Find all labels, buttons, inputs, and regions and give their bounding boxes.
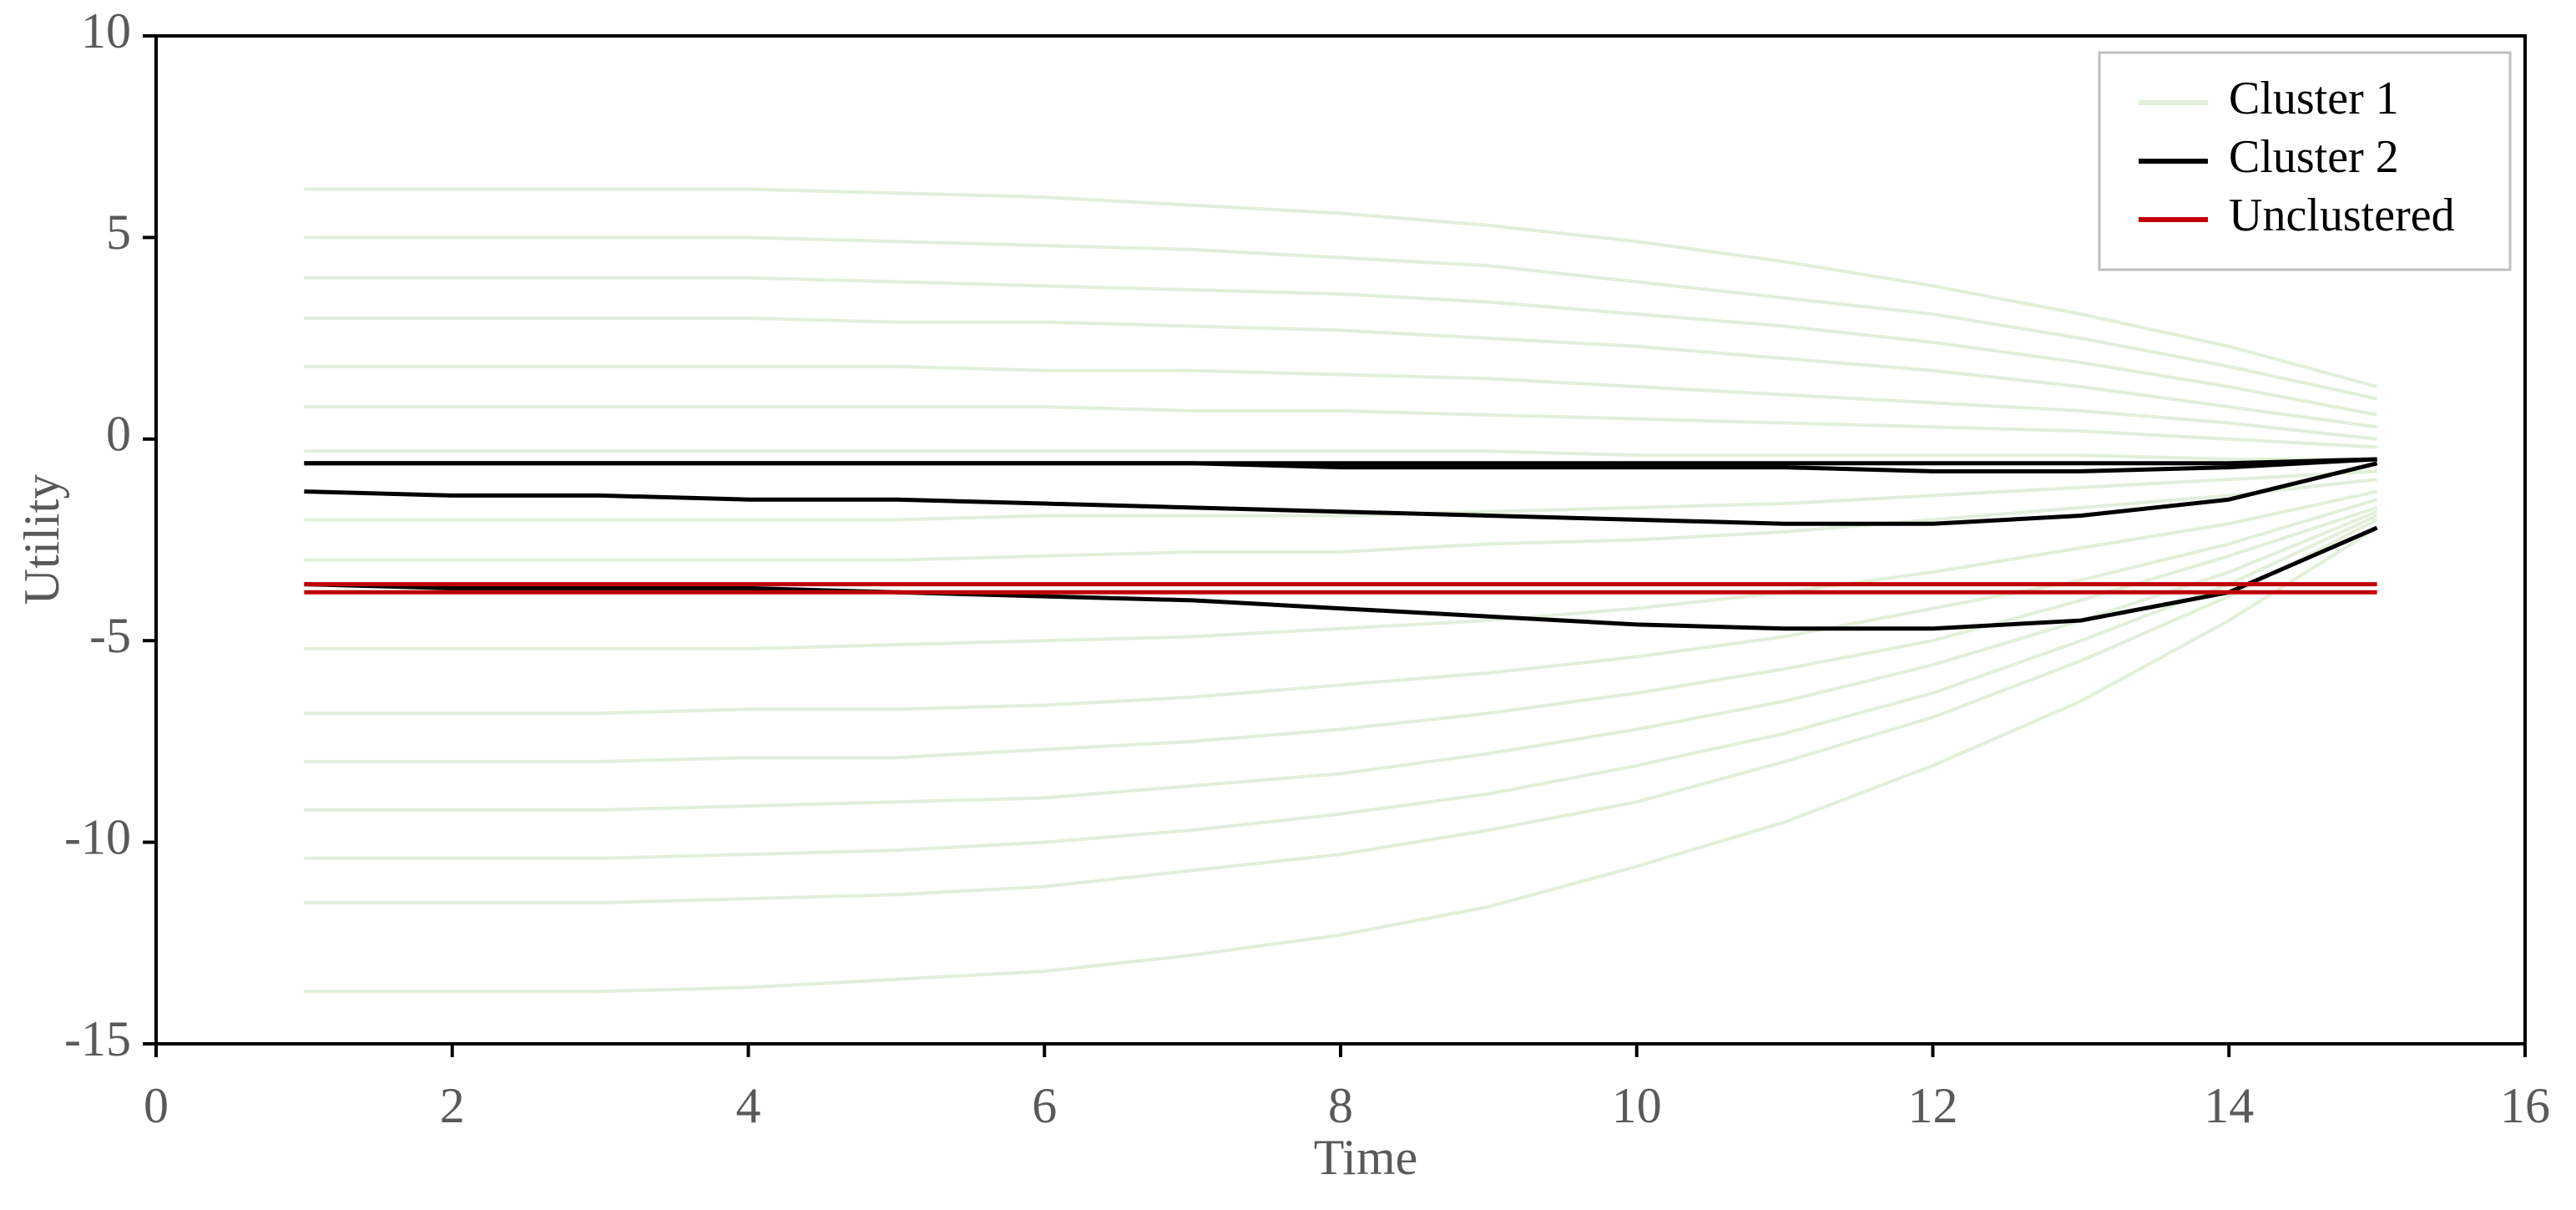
x-tick-label: 6 <box>1032 1078 1057 1133</box>
y-tick-label: -10 <box>64 809 131 864</box>
series-line <box>304 469 2377 522</box>
legend-label: Unclustered <box>2229 190 2455 241</box>
legend: Cluster 1 Cluster 2 Unclustered <box>2098 51 2512 271</box>
series-line <box>304 235 2378 401</box>
y-tick-label: -5 <box>89 608 131 663</box>
series-line <box>304 498 2378 716</box>
y-tick-label: 10 <box>81 3 131 58</box>
series-line <box>304 526 2378 994</box>
x-tick-label: 2 <box>440 1078 465 1133</box>
series-line <box>304 461 2378 526</box>
x-tick-label: 10 <box>1612 1078 1662 1133</box>
series-line <box>304 449 2377 461</box>
y-tick-label: -15 <box>64 1011 131 1066</box>
y-tick-label: 0 <box>106 407 131 462</box>
series-line <box>304 316 2377 429</box>
series-line <box>304 478 2377 562</box>
series-line <box>304 457 2377 473</box>
legend-label: Cluster 2 <box>2229 131 2399 183</box>
series-line <box>304 514 2378 860</box>
x-tick-label: 14 <box>2204 1078 2254 1133</box>
series-line <box>304 276 2378 417</box>
y-tick-label: 5 <box>106 205 131 260</box>
series-line <box>304 525 2378 631</box>
y-axis-label: Utility <box>14 474 69 605</box>
x-tick-label: 8 <box>1328 1078 1353 1133</box>
x-tick-label: 12 <box>1908 1078 1958 1133</box>
x-tick-label: 16 <box>2500 1078 2550 1133</box>
series-line <box>304 364 2377 441</box>
series-line <box>304 505 2378 764</box>
x-tick-label: 0 <box>144 1078 169 1133</box>
series-line <box>304 518 2378 905</box>
series-line <box>304 489 2378 651</box>
legend-label: Cluster 1 <box>2229 73 2399 124</box>
series-line <box>304 405 2377 449</box>
series-line <box>304 509 2378 812</box>
series-line <box>304 187 2378 388</box>
x-axis-label: Time <box>1314 1130 1418 1185</box>
x-tick-label: 4 <box>736 1078 761 1133</box>
